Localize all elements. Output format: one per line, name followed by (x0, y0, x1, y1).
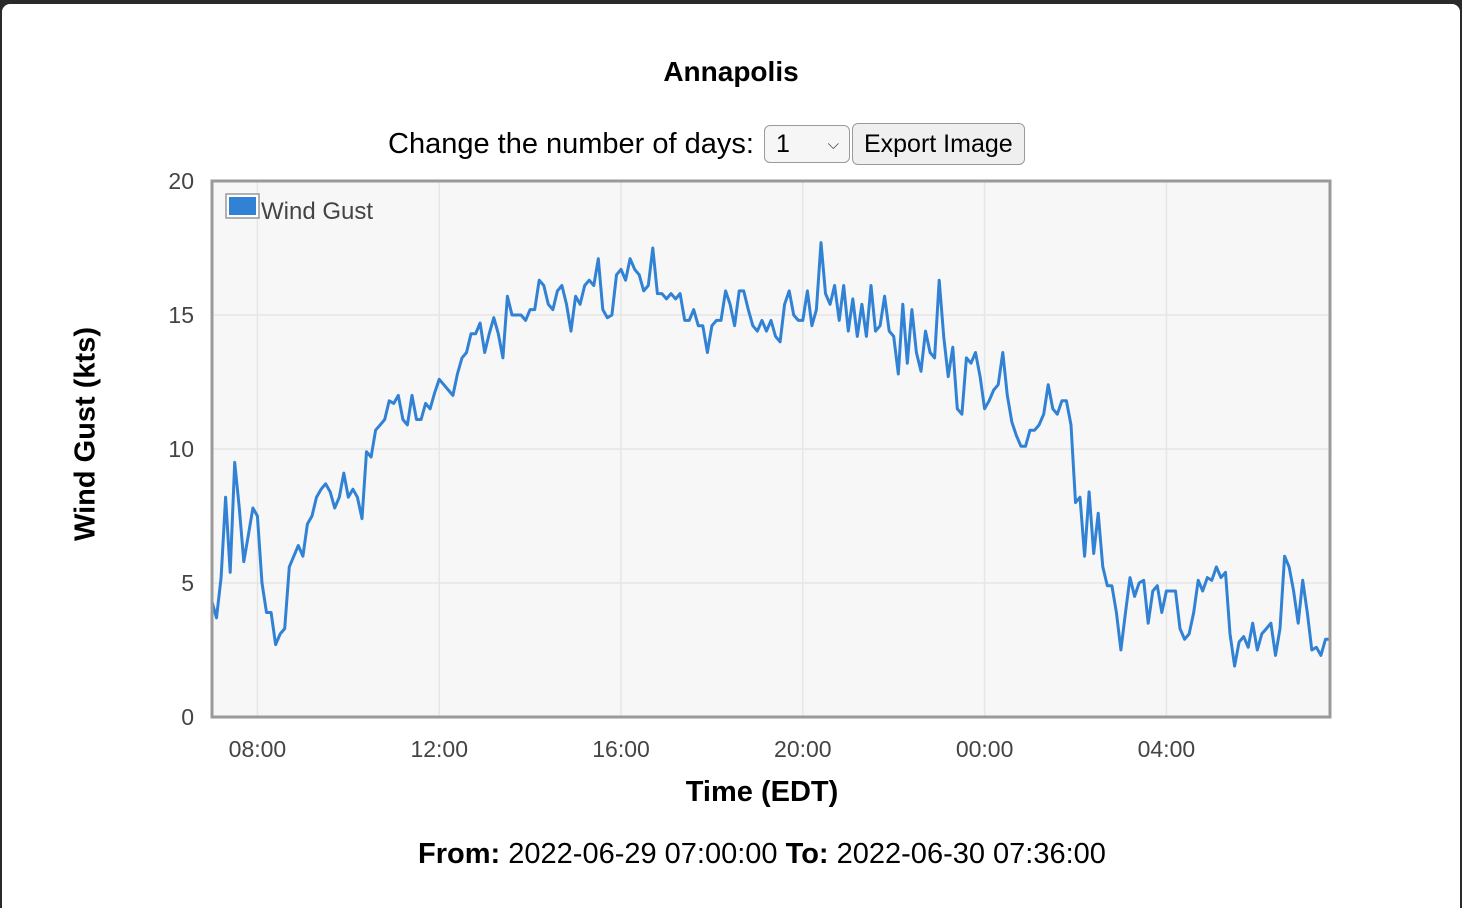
y-axis-label: Wind Gust (kts) (69, 326, 102, 542)
plot-frame (210, 179, 1332, 719)
days-select[interactable]: 1 ⌵ (763, 125, 850, 163)
from-value: 2022-06-29 07:00:00 (508, 838, 778, 870)
to-value: 2022-06-30 07:36:00 (836, 838, 1106, 870)
legend-label: Wind Gust (261, 198, 373, 225)
x-tick-label: 20:00 (774, 736, 832, 762)
legend-swatch (229, 197, 256, 215)
days-select-value: 1 (775, 129, 790, 158)
y-tick-label: 10 (168, 436, 194, 462)
series-line-wind-gust (210, 241, 1332, 668)
chart-controls: Change the number of days: 1 ⌵ Export Im… (388, 123, 1025, 165)
export-image-button[interactable]: Export Image (851, 123, 1025, 165)
y-tick-label: 20 (168, 168, 194, 194)
chart-title: Annapolis (663, 56, 799, 87)
y-tick-label: 5 (181, 570, 194, 596)
days-label: Change the number of days: (388, 127, 754, 160)
x-tick-label: 12:00 (410, 736, 468, 762)
x-tick-label: 04:00 (1138, 736, 1196, 762)
y-tick-label: 15 (168, 302, 194, 328)
x-axis-label: Time (EDT) (685, 776, 839, 808)
x-tick-label: 08:00 (229, 736, 287, 762)
date-range: From: 2022-06-29 07:00:00 To: 2022-06-30… (0, 838, 1462, 871)
y-tick-label: 0 (181, 704, 194, 730)
to-label: To: (785, 838, 829, 870)
x-tick-label: 00:00 (956, 736, 1014, 762)
from-label: From: (418, 838, 501, 870)
chevron-down-icon: ⌵ (827, 135, 839, 153)
x-tick-label: 16:00 (592, 736, 650, 762)
